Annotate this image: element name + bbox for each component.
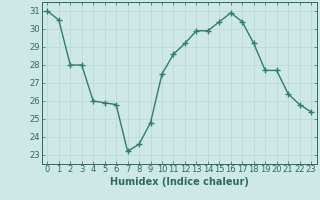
- X-axis label: Humidex (Indice chaleur): Humidex (Indice chaleur): [110, 177, 249, 187]
